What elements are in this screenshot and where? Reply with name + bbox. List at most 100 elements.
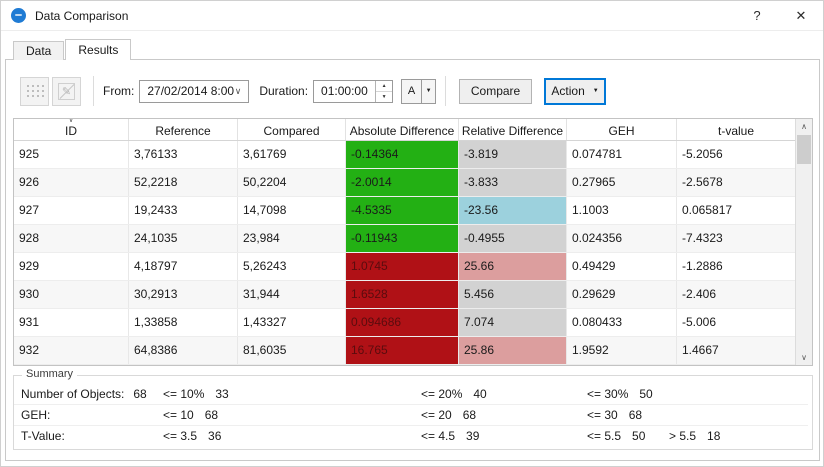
table-cell[interactable]: -7.4323 [677,225,795,252]
table-cell[interactable]: 14,7098 [238,197,346,224]
table-cell[interactable]: 19,2433 [129,197,238,224]
table-cell[interactable]: 5,26243 [238,253,346,280]
table-cell[interactable]: 4,18797 [129,253,238,280]
table-row[interactable]: 930 30,2913 31,944 1.6528 5.456 0.29629 … [14,281,795,309]
column-header-absolute-difference[interactable]: Absolute Difference [346,119,459,140]
table-cell[interactable]: 1.6528 [346,281,459,308]
summary-cell: <= 30% 50 [587,387,653,401]
table-cell[interactable]: 25.86 [459,337,567,364]
spin-up-icon[interactable]: ▲ [376,81,393,92]
table-cell[interactable]: 0.29629 [567,281,677,308]
table-cell[interactable]: 929 [14,253,129,280]
title-bar: Data Comparison ? ✕ [1,1,823,31]
table-cell[interactable]: 52,2218 [129,169,238,196]
dropdown-arrow-icon[interactable]: ▼ [425,88,432,94]
table-cell[interactable]: 926 [14,169,129,196]
table-cell[interactable]: 1.1003 [567,197,677,224]
table-cell[interactable]: 25.66 [459,253,567,280]
split-divider [421,79,423,103]
scrollbar-thumb[interactable] [797,135,811,164]
summary-cell: <= 10% 33 [163,387,229,401]
table-cell[interactable]: -0.11943 [346,225,459,252]
column-header-compared[interactable]: Compared [238,119,346,140]
column-header-geh[interactable]: GEH [567,119,677,140]
table-cell[interactable]: 1.9592 [567,337,677,364]
close-button[interactable]: ✕ [795,7,807,23]
table-cell[interactable]: 50,2204 [238,169,346,196]
help-button[interactable]: ? [753,8,761,23]
table-cell[interactable]: 0.024356 [567,225,677,252]
action-dropdown-button[interactable]: Action ▼ [544,77,607,105]
column-header-reference[interactable]: Reference [129,119,238,140]
table-cell[interactable]: 0.065817 [682,203,733,217]
table-cell[interactable]: -0.14364 [346,141,459,168]
table-cell[interactable]: 3,61769 [238,141,346,168]
spinner-control[interactable]: ▲ ▼ [375,80,393,102]
table-cell[interactable]: 23,984 [238,225,346,252]
table-cell[interactable]: 30,2913 [129,281,238,308]
table-cell[interactable]: 81,6035 [238,337,346,364]
table-cell[interactable]: 24,1035 [129,225,238,252]
table-cell[interactable]: 0.080433 [567,309,677,336]
table-cell[interactable]: 0.094686 [346,309,459,336]
scroll-down-icon[interactable]: ∨ [801,353,807,362]
from-datetime-combobox[interactable]: 27/02/2014 8:00 ∨ [139,79,250,103]
table-cell[interactable]: -23.56 [459,197,567,224]
table-cell[interactable]: 64,8386 [129,337,238,364]
from-datetime-value: 27/02/2014 8:00 [147,84,235,98]
column-header-t-value[interactable]: t-value [717,124,755,138]
column-header-relative-difference[interactable]: Relative Difference [459,119,567,140]
table-cell[interactable]: -2.5678 [677,169,795,196]
table-cell[interactable]: 928 [14,225,129,252]
table-cell[interactable]: 925 [14,141,129,168]
dropdown-arrow-icon: ▼ [592,88,599,94]
table-cell[interactable]: 0.074781 [567,141,677,168]
table-row[interactable]: 925 3,76133 3,61769 -0.14364 -3.819 0.07… [14,141,795,169]
table-cell[interactable]: 930 [14,281,129,308]
table-cell[interactable]: 31,944 [238,281,346,308]
table-row[interactable]: 928 24,1035 23,984 -0.11943 -0.4955 0.02… [14,225,795,253]
toolbar: ✎ From: 27/02/2014 8:00 ∨ Duration: 01:0… [20,75,607,107]
table-cell[interactable]: -5.006 [682,315,717,329]
table-cell[interactable]: 7.074 [459,309,567,336]
table-row[interactable]: 927 19,2433 14,7098 -4.5335 -23.56 1.100… [14,197,795,225]
edit-button[interactable]: ✎ [52,76,81,106]
compare-button[interactable]: Compare [459,78,533,104]
tab-data[interactable]: Data [13,41,65,60]
table-cell[interactable]: -2.0014 [346,169,459,196]
table-cell[interactable]: 932 [14,337,129,364]
table-cell[interactable]: 16.765 [346,337,459,364]
table-cell[interactable]: 5.456 [459,281,567,308]
table-cell[interactable]: 927 [14,197,129,224]
vertical-scrollbar[interactable]: ∧ ∨ [795,119,812,365]
table-cell[interactable]: -2.406 [677,281,795,308]
summary-row: T-Value: <= 3.5 36 <= 4.5 39 <= 5.5 50 > 5.5 18 [14,426,808,447]
scroll-up-icon[interactable]: ∧ [801,122,807,131]
a-button-label[interactable]: A [407,85,416,97]
duration-spinbox[interactable]: 01:00:00 ▲ ▼ [313,79,394,103]
table-cell[interactable]: -4.5335 [346,197,459,224]
table-cell[interactable]: -1.2886 [682,259,723,273]
table-row[interactable]: 929 4,18797 5,26243 1.0745 25.66 0.49429… [14,253,795,281]
table-cell[interactable]: 931 [14,309,129,336]
table-cell[interactable]: 0.49429 [567,253,677,280]
table-cell[interactable]: 1,33858 [129,309,238,336]
column-header-id[interactable]: ∨ ID [14,119,129,140]
table-row[interactable]: 926 52,2218 50,2204 -2.0014 -3.833 0.279… [14,169,795,197]
table-cell[interactable]: -0.4955 [459,225,567,252]
table-cell[interactable]: -5.2056 [682,147,723,161]
table-cell[interactable]: 3,76133 [129,141,238,168]
table-cell[interactable]: -3.833 [459,169,567,196]
table-cell[interactable]: 1.0745 [346,253,459,280]
table-cell[interactable]: 0.27965 [567,169,677,196]
table-row[interactable]: 932 64,8386 81,6035 16.765 25.86 1.9592 … [14,337,795,365]
a-split-button[interactable]: A ▼ [401,78,437,104]
summary-cell: <= 4.5 39 [421,429,480,443]
spin-down-icon[interactable]: ▼ [381,93,387,100]
table-cell[interactable]: -3.819 [459,141,567,168]
grid-view-button[interactable] [20,76,49,106]
table-row[interactable]: 931 1,33858 1,43327 0.094686 7.074 0.080… [14,309,795,337]
tab-results[interactable]: Results [65,39,132,61]
table-cell[interactable]: 1,43327 [238,309,346,336]
table-cell[interactable]: 1.4667 [677,337,795,364]
